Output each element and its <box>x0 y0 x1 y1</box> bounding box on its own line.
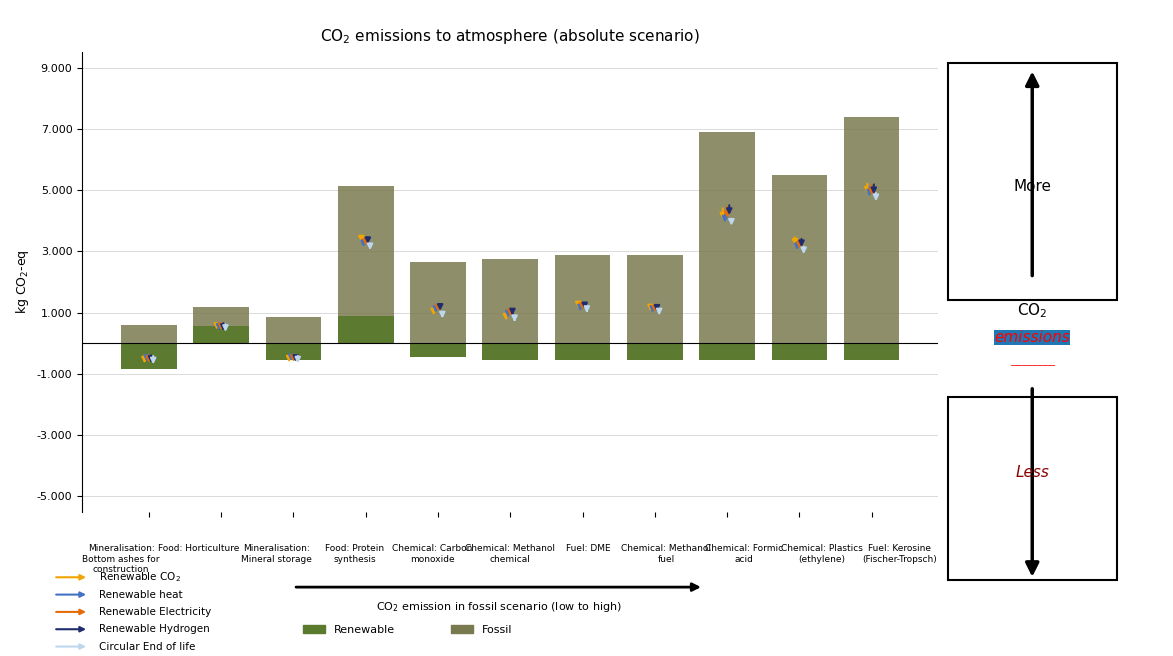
Text: emissions: emissions <box>995 330 1070 345</box>
Text: Chemical: Methanol
fuel: Chemical: Methanol fuel <box>621 544 711 564</box>
Bar <box>772 175 827 360</box>
Text: Chemical: Formic
acid: Chemical: Formic acid <box>705 544 782 564</box>
Text: Mineralisation:
Bottom ashes for
construction: Mineralisation: Bottom ashes for constru… <box>82 544 160 574</box>
Bar <box>121 343 177 369</box>
Text: Less: Less <box>1016 464 1049 480</box>
Bar <box>338 186 393 343</box>
Text: Fuel: DME: Fuel: DME <box>565 544 610 554</box>
Text: CO$_2$ emission in fossil scenario (low to high): CO$_2$ emission in fossil scenario (low … <box>375 600 622 614</box>
Bar <box>555 255 610 360</box>
Bar <box>843 343 900 360</box>
Bar <box>843 117 900 360</box>
Bar <box>194 327 249 343</box>
Text: More: More <box>1013 180 1051 194</box>
Bar <box>555 343 610 360</box>
Bar <box>194 306 249 343</box>
Text: Chemical: Plastics
(ethylene): Chemical: Plastics (ethylene) <box>781 544 862 564</box>
Text: Renewable Electricity: Renewable Electricity <box>99 607 211 617</box>
Text: Chemical: Methanol
chemical: Chemical: Methanol chemical <box>466 544 555 564</box>
Bar <box>772 343 827 360</box>
Text: Food: Protein
synthesis: Food: Protein synthesis <box>325 544 384 564</box>
Legend: Renewable, Fossil: Renewable, Fossil <box>299 621 517 639</box>
Bar <box>482 259 538 360</box>
Bar <box>265 318 321 360</box>
Bar <box>628 343 683 360</box>
Bar <box>338 316 393 343</box>
Title: CO$_2$ emissions to atmosphere (absolute scenario): CO$_2$ emissions to atmosphere (absolute… <box>320 28 700 47</box>
Bar <box>411 262 466 357</box>
Bar <box>699 343 755 360</box>
Bar <box>411 343 466 357</box>
Bar <box>121 325 177 369</box>
Bar <box>265 343 321 360</box>
Text: Food: Horticulture: Food: Horticulture <box>158 544 239 554</box>
Text: Fuel: Kerosine
(Fischer-Tropsch): Fuel: Kerosine (Fischer-Tropsch) <box>862 544 937 564</box>
Bar <box>699 132 755 360</box>
Bar <box>482 343 538 360</box>
Text: Chemical: Carbon
monoxide: Chemical: Carbon monoxide <box>392 544 473 564</box>
Text: Renewable heat: Renewable heat <box>99 590 182 600</box>
Y-axis label: kg CO$_2$-eq: kg CO$_2$-eq <box>14 250 32 314</box>
Bar <box>628 255 683 360</box>
Text: Renewable CO$_2$: Renewable CO$_2$ <box>99 570 181 584</box>
Text: Renewable Hydrogen: Renewable Hydrogen <box>99 625 209 634</box>
Text: Circular End of life: Circular End of life <box>99 642 195 651</box>
Text: Mineralisation:
Mineral storage: Mineralisation: Mineral storage <box>242 544 312 564</box>
Text: CO$_2$: CO$_2$ <box>1017 301 1047 320</box>
Text: ─────────: ───────── <box>1010 360 1055 369</box>
